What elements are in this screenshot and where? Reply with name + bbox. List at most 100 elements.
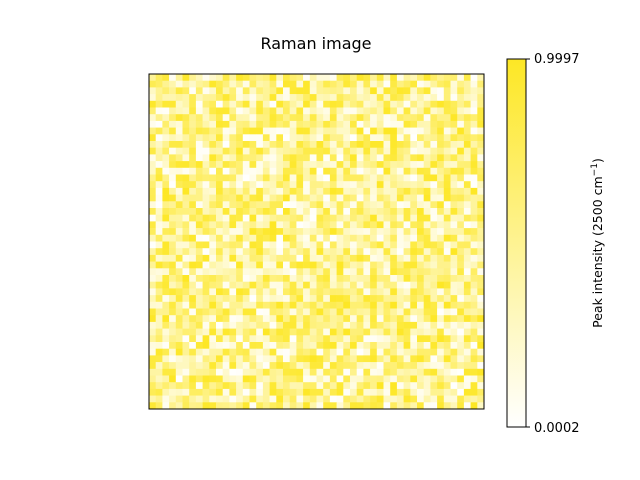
heatmap-cell — [423, 335, 431, 343]
heatmap-cell — [396, 234, 404, 242]
heatmap-cell — [336, 315, 344, 323]
heatmap-cell — [417, 382, 424, 390]
heatmap-cell — [216, 342, 223, 349]
heatmap-cell — [262, 87, 270, 95]
heatmap-cell — [303, 94, 311, 102]
heatmap-cell — [457, 261, 465, 269]
heatmap-cell — [356, 94, 364, 102]
heatmap-cell — [396, 114, 404, 122]
heatmap-cell — [370, 375, 378, 383]
heatmap-cell — [477, 214, 485, 222]
heatmap-cell — [189, 161, 197, 169]
heatmap-cell — [323, 348, 331, 356]
heatmap-cell — [182, 315, 190, 323]
heatmap-cell — [283, 74, 290, 81]
heatmap-cell — [289, 275, 297, 282]
heatmap-cell — [430, 234, 438, 242]
heatmap-cell — [470, 308, 478, 316]
heatmap-cell — [236, 214, 244, 222]
heatmap-cell — [169, 321, 177, 329]
heatmap-cell — [209, 328, 217, 336]
heatmap-cell — [390, 388, 398, 396]
heatmap-cell — [195, 208, 203, 215]
heatmap-cell — [175, 301, 183, 309]
heatmap-cell — [175, 214, 183, 222]
heatmap-cell — [450, 134, 458, 142]
heatmap-cell — [242, 208, 250, 215]
heatmap-cell — [450, 194, 458, 202]
heatmap-cell — [175, 147, 183, 155]
heatmap-cell — [417, 80, 424, 88]
heatmap-cell — [169, 167, 177, 175]
heatmap-cell — [262, 141, 270, 148]
heatmap-cell — [256, 368, 264, 376]
heatmap-cell — [463, 261, 471, 269]
heatmap-cell — [242, 94, 250, 102]
heatmap-cell — [169, 308, 177, 316]
heatmap-cell — [269, 187, 277, 195]
heatmap-cell — [262, 308, 270, 316]
heatmap-cell — [403, 120, 411, 128]
heatmap-cell — [236, 74, 244, 81]
heatmap-cell — [242, 167, 250, 175]
heatmap-cell — [363, 194, 371, 202]
heatmap-cell — [155, 74, 163, 81]
heatmap-cell — [477, 87, 485, 95]
heatmap-cell — [443, 362, 451, 370]
heatmap-cell — [262, 187, 270, 195]
heatmap-cell — [430, 375, 438, 383]
heatmap-cell — [249, 181, 257, 189]
heatmap-cell — [169, 201, 177, 209]
heatmap-cell — [289, 234, 297, 242]
heatmap-cell — [350, 268, 357, 276]
heatmap-cell — [363, 288, 371, 296]
heatmap-cell — [383, 214, 391, 222]
heatmap-cell — [283, 141, 290, 148]
heatmap-cell — [437, 201, 445, 209]
heatmap-cell — [309, 335, 317, 343]
heatmap-cell — [463, 208, 471, 215]
heatmap-cell — [423, 281, 431, 289]
heatmap-cell — [470, 348, 478, 356]
heatmap-cell — [236, 362, 244, 370]
heatmap-cell — [443, 107, 451, 115]
heatmap-cell — [343, 388, 351, 396]
heatmap-cell — [195, 94, 203, 102]
heatmap-cell — [363, 114, 371, 122]
heatmap-cell — [175, 107, 183, 115]
heatmap-cell — [343, 355, 351, 363]
heatmap-cell — [350, 368, 357, 376]
heatmap-cell — [303, 134, 311, 142]
heatmap-cell — [383, 174, 391, 182]
heatmap-cell — [155, 194, 163, 202]
heatmap-cell — [437, 328, 445, 336]
heatmap-cell — [296, 214, 304, 222]
heatmap-cell — [236, 395, 244, 403]
heatmap-cell — [370, 194, 378, 202]
heatmap-cell — [430, 362, 438, 370]
heatmap-cell — [350, 94, 357, 102]
heatmap-cell — [162, 228, 170, 236]
heatmap-cell — [363, 388, 371, 396]
heatmap-cell — [383, 241, 391, 249]
heatmap-cell — [155, 161, 163, 169]
heatmap-cell — [269, 134, 277, 142]
heatmap-cell — [296, 348, 304, 356]
heatmap-cell — [309, 402, 317, 410]
heatmap-cell — [276, 281, 284, 289]
heatmap-cell — [437, 375, 445, 383]
heatmap-cell — [162, 214, 170, 222]
heatmap-cell — [256, 321, 264, 329]
heatmap-cell — [336, 281, 344, 289]
heatmap-cell — [309, 141, 317, 148]
heatmap-cell — [423, 295, 431, 303]
heatmap-cell — [262, 147, 270, 155]
heatmap-cell — [296, 362, 304, 370]
heatmap-cell — [222, 328, 230, 336]
heatmap-cell — [236, 208, 244, 215]
heatmap-cell — [329, 94, 337, 102]
heatmap-cell — [175, 80, 183, 88]
heatmap-cell — [242, 100, 250, 108]
heatmap-cell — [175, 100, 183, 108]
